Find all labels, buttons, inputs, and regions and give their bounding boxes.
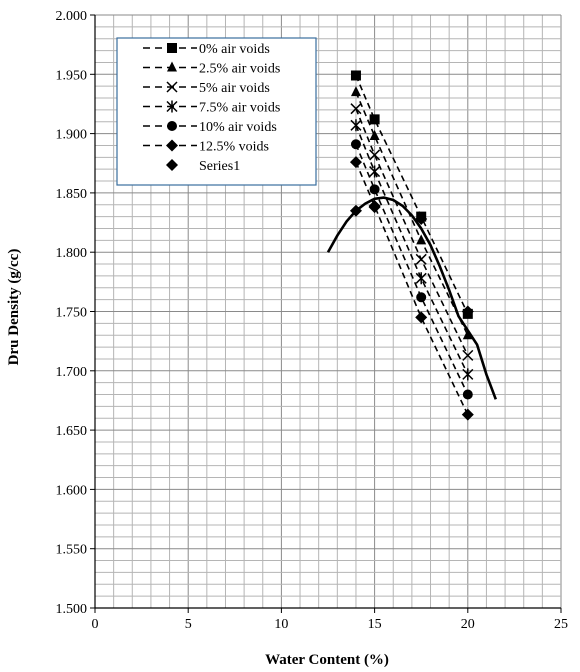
legend-label-4: 10% air voids xyxy=(199,120,277,135)
series-0-point-0 xyxy=(350,70,361,81)
series-2-point-3 xyxy=(462,349,474,361)
legend-label-5: 12.5% voids xyxy=(199,140,269,155)
series-3-point-2 xyxy=(415,272,427,285)
series-2-point-0 xyxy=(350,103,362,115)
series-4-point-1 xyxy=(369,184,380,195)
legend-label-2: 5% air voids xyxy=(199,81,270,96)
series-line-2 xyxy=(355,108,469,356)
y-tick-label: 1.750 xyxy=(56,306,88,321)
x-tick-label: 25 xyxy=(554,617,568,632)
series-6-point-2 xyxy=(415,212,428,225)
series-2-point-2 xyxy=(415,253,427,265)
series-5-point-2 xyxy=(415,311,428,324)
y-tick-label: 1.550 xyxy=(56,543,88,558)
x-axis-title: Water Content (%) xyxy=(265,652,389,668)
y-tick-label: 1.850 xyxy=(56,187,88,202)
legend-label-0: 0% air voids xyxy=(199,42,270,57)
series-2-point-1 xyxy=(369,149,381,161)
series-3-point-1 xyxy=(369,165,381,178)
x-tick-label: 0 xyxy=(92,617,99,632)
series-1-point-0 xyxy=(350,86,361,97)
series-1-point-3 xyxy=(462,329,473,340)
y-tick-label: 2.000 xyxy=(56,9,88,24)
series-line-0 xyxy=(355,75,469,315)
y-tick-label: 1.900 xyxy=(56,128,88,143)
legend-marker-0 xyxy=(167,43,177,53)
y-axis-title: Dru Density (g/cc) xyxy=(6,249,22,366)
y-tick-label: 1.600 xyxy=(56,483,88,498)
legend-marker-1 xyxy=(167,61,177,72)
legend-marker-3 xyxy=(166,100,178,113)
y-tick-label: 1.800 xyxy=(56,246,88,261)
y-tick-label: 1.700 xyxy=(56,365,88,380)
tick-labels: 0 5 10 15 20 25 1.500 1.550 1.600 1.650 1.700 1.750… xyxy=(56,9,569,632)
x-tick-label: 10 xyxy=(274,617,288,632)
series-4-point-3 xyxy=(462,389,473,400)
x-tick-label: 20 xyxy=(461,617,475,632)
series-4-point-0 xyxy=(350,139,361,150)
legend-label-1: 2.5% air voids xyxy=(199,62,280,77)
legend-marker-5 xyxy=(166,139,178,152)
series-6-point-0 xyxy=(349,204,362,217)
series-6-point-3 xyxy=(461,305,474,318)
y-tick-label: 1.650 xyxy=(56,424,88,439)
x-tick-label: 5 xyxy=(185,617,192,632)
series-line-1 xyxy=(355,91,469,336)
series-5-point-3 xyxy=(461,408,474,421)
legend-marker-6 xyxy=(166,159,178,171)
y-tick-label: 1.950 xyxy=(56,68,88,83)
series-6-point-1 xyxy=(368,201,381,214)
series-4-point-2 xyxy=(416,292,427,303)
series-line-4 xyxy=(355,143,469,395)
legend-marker-4 xyxy=(167,121,177,131)
legend: 0% air voids 2.5% air voids 5% air voids 7.… xyxy=(116,37,317,186)
series-line-3 xyxy=(355,124,469,375)
legend-marker-2 xyxy=(166,81,178,93)
series-lines xyxy=(355,75,469,416)
series-5-point-0 xyxy=(349,156,362,169)
series-0-point-1 xyxy=(369,114,380,125)
series-line-5 xyxy=(355,161,469,416)
x-tick-label: 15 xyxy=(368,617,382,632)
legend-label-6: Series1 xyxy=(199,159,240,174)
legend-label-3: 7.5% air voids xyxy=(199,101,280,116)
series-3-point-0 xyxy=(350,119,362,132)
series-1-point-2 xyxy=(416,234,427,245)
markers xyxy=(349,70,474,421)
series-1-point-1 xyxy=(369,129,380,140)
y-tick-label: 1.500 xyxy=(56,602,88,617)
series-3-point-3 xyxy=(462,368,474,381)
legend-box xyxy=(116,37,317,186)
